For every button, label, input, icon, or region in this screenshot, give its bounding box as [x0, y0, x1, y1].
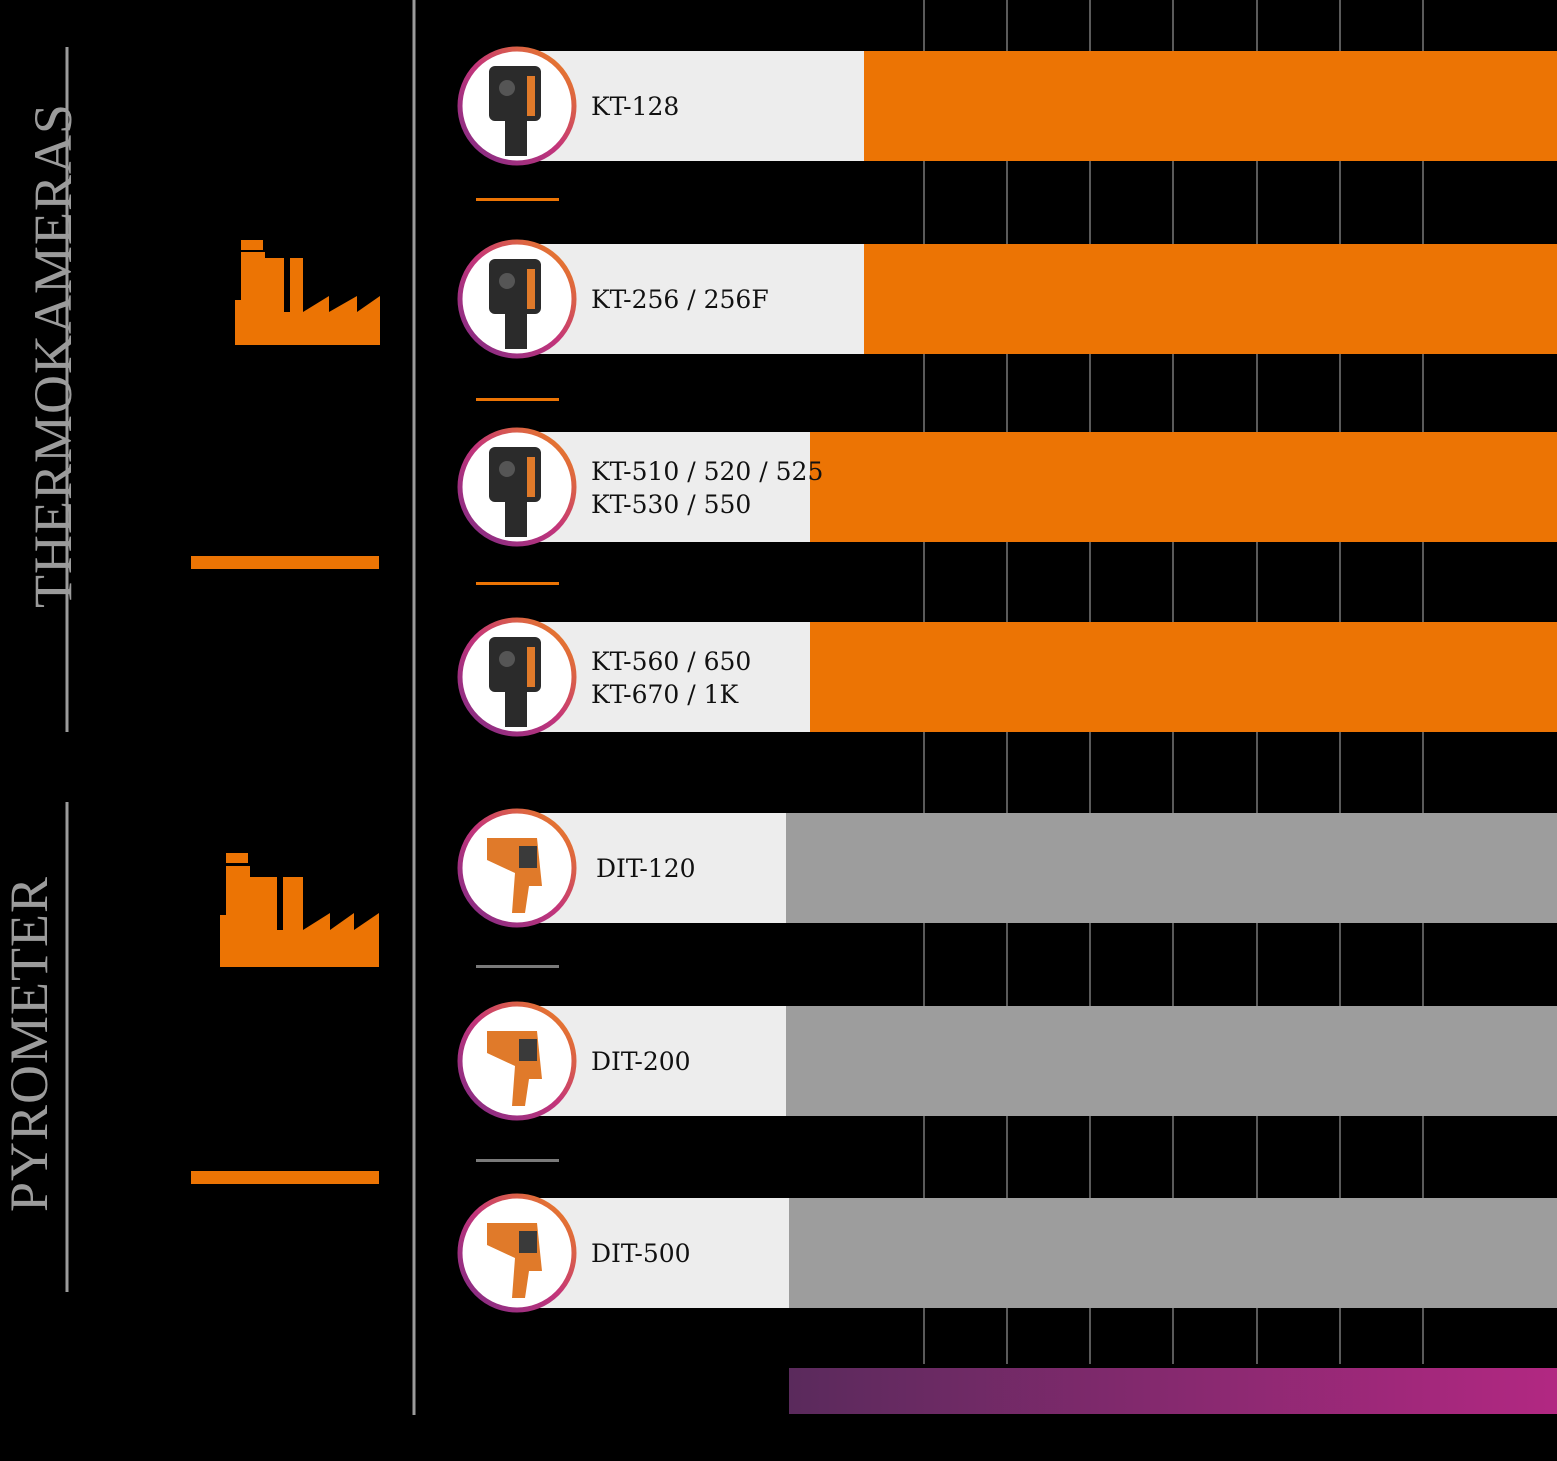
device-icon [489, 259, 541, 349]
category-label: KT-560 / 650 KT-670 / 1K [591, 647, 751, 709]
bar [786, 813, 1557, 923]
device-icon [489, 447, 541, 537]
group-label-pyrometer: PYROMETER [0, 875, 59, 1213]
row-separator [476, 198, 559, 201]
category-label: DIT-120 [596, 854, 696, 883]
group-label-thermokameras: THERMOKAMERAS [23, 102, 83, 608]
separator-bar [191, 1171, 379, 1184]
category-label: DIT-200 [591, 1047, 691, 1076]
category-label: DIT-500 [591, 1239, 691, 1268]
device-icon [487, 1223, 542, 1298]
bar [789, 1198, 1557, 1308]
bar [810, 432, 1557, 542]
device-icon [487, 1031, 542, 1106]
bar [864, 244, 1557, 354]
row-separator [476, 1159, 559, 1162]
category-label: KT-128 [591, 92, 679, 121]
row-separator [476, 965, 559, 968]
device-icon [489, 637, 541, 727]
separator-bar [191, 556, 379, 569]
row-separator [476, 582, 559, 585]
bar [864, 51, 1557, 161]
gradient-range-bar [789, 1368, 1557, 1414]
factory-icon [220, 853, 379, 967]
category-label: KT-256 / 256F [591, 285, 769, 314]
bar [810, 622, 1557, 732]
row-separator [476, 398, 559, 401]
category-label: KT-510 / 520 / 525 KT-530 / 550 [591, 457, 823, 519]
rows: KT-128 KT-256 / 256F KT-510 / 520 / 525 KT-… [457, 46, 1557, 1313]
device-icon [489, 66, 541, 156]
bar [786, 1006, 1557, 1116]
factory-icon [235, 240, 380, 345]
device-icon [487, 838, 542, 913]
